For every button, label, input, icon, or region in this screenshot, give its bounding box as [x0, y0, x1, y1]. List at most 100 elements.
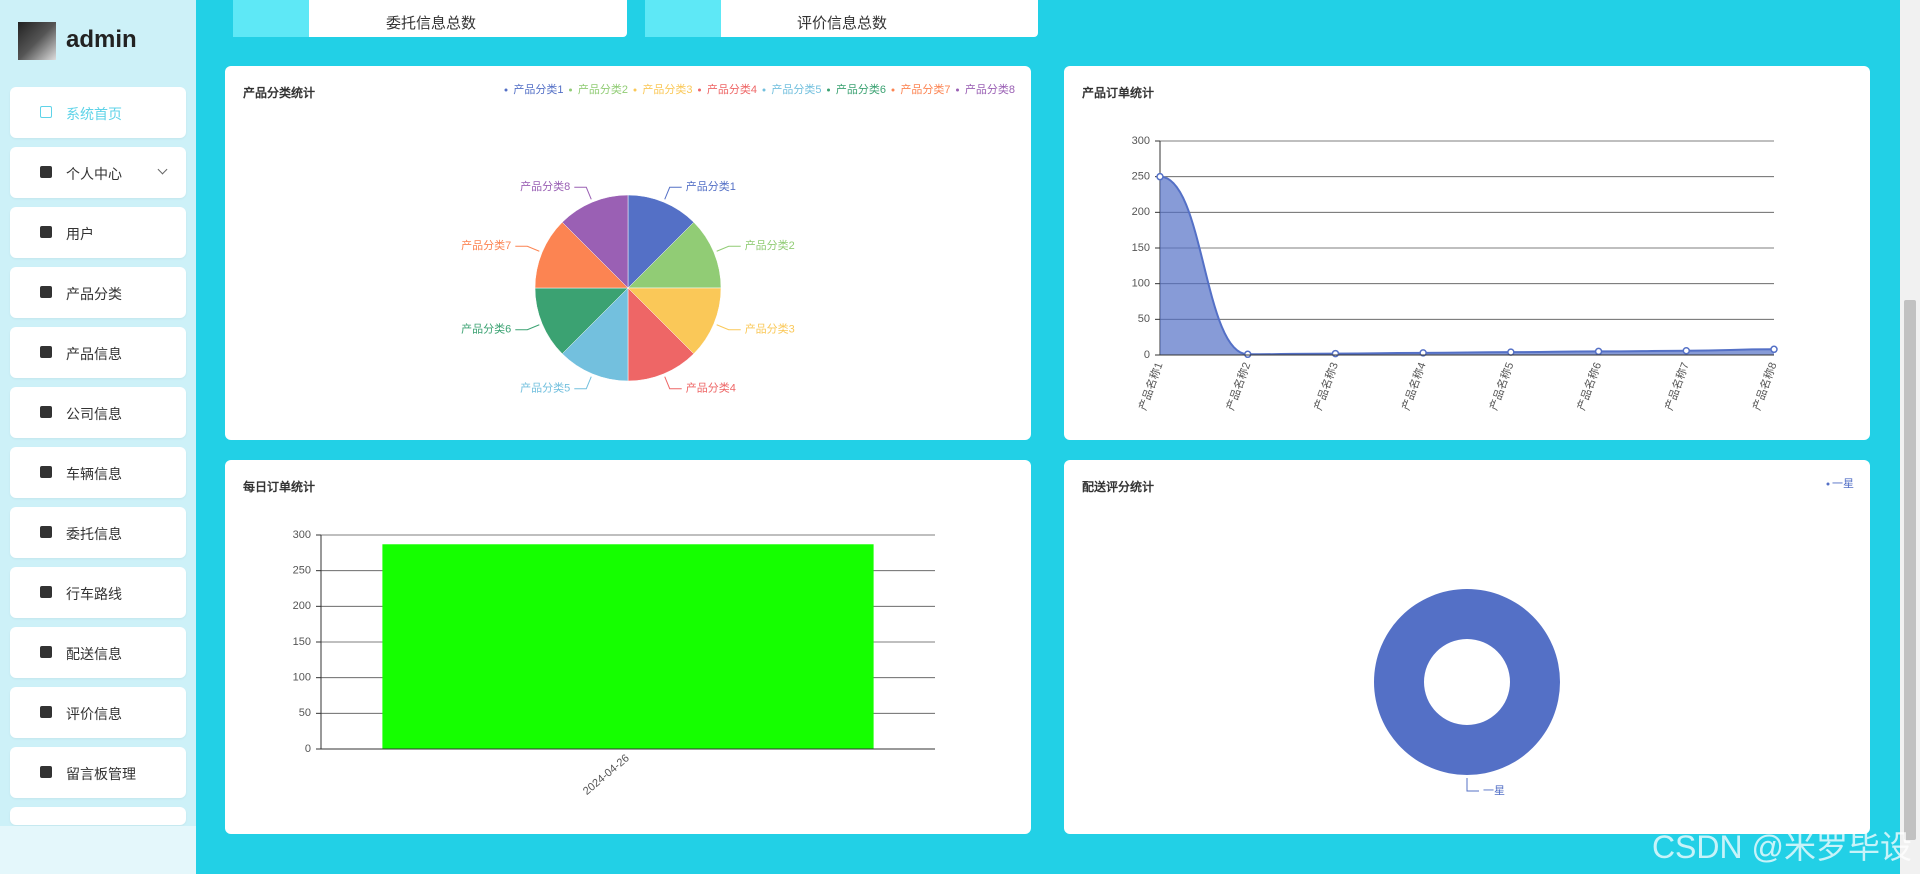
- slice-label: 产品分类3: [745, 322, 795, 336]
- menu-item[interactable]: 留言板管理: [10, 747, 186, 798]
- slice-label: 产品分类5: [520, 381, 570, 395]
- pie-slice: [627, 287, 722, 355]
- slice-label: 产品分类1: [686, 179, 736, 193]
- menu-label: 委托信息: [66, 526, 122, 542]
- menu-item[interactable]: 公司信息: [10, 387, 186, 438]
- sidebar-footer: [0, 826, 196, 874]
- label-line: [716, 324, 741, 331]
- menu-label: 系统首页: [66, 106, 122, 122]
- label-line: [1466, 778, 1479, 792]
- menu-label: 留言板管理: [66, 766, 136, 782]
- menu-icon: [40, 706, 52, 718]
- y-tick-label: 200: [1132, 206, 1150, 218]
- legend-marker: [504, 88, 508, 92]
- menu-item[interactable]: 用户: [10, 207, 186, 258]
- line-path: [1159, 175, 1775, 356]
- pie-slice: [561, 287, 629, 382]
- scrollbar-thumb[interactable]: [1904, 300, 1916, 840]
- line-point: [1419, 349, 1427, 357]
- menu-item[interactable]: [10, 807, 186, 825]
- line-point: [1507, 348, 1515, 356]
- chart-title: 每日订单统计: [243, 479, 315, 494]
- y-tick-label: 300: [1132, 135, 1150, 147]
- menu-label: 公司信息: [66, 406, 122, 422]
- legend-marker: [698, 88, 701, 92]
- legend-label: 产品分类4: [707, 82, 757, 96]
- menu-chevron: [157, 164, 168, 175]
- y-tick-label: 0: [305, 743, 311, 755]
- label-line: [664, 376, 682, 390]
- pie-slice: [627, 221, 722, 289]
- line-area: [1160, 176, 1774, 355]
- legend-marker: [569, 88, 572, 92]
- y-tick-label: 250: [293, 565, 311, 577]
- menu-item[interactable]: 产品分类: [10, 267, 186, 318]
- legend-label: 一星: [1832, 477, 1854, 490]
- menu-icon: [40, 466, 52, 478]
- line-point: [1594, 347, 1603, 356]
- label-line: [574, 376, 592, 390]
- chart-panel: 产品分类统计产品分类1产品分类2产品分类3产品分类4产品分类5产品分类6产品分类…: [225, 66, 1031, 440]
- menu-item[interactable]: 委托信息: [10, 507, 186, 558]
- menu-item[interactable]: 评价信息: [10, 687, 186, 738]
- avatar: [18, 22, 56, 60]
- label-line: [515, 245, 540, 252]
- card-icon: [645, 0, 721, 37]
- menu-icon: [40, 226, 52, 238]
- line-point: [1156, 172, 1164, 181]
- menu-label: 产品信息: [66, 346, 122, 362]
- y-tick-label: 100: [293, 672, 311, 684]
- legend-label: 产品分类6: [836, 82, 886, 96]
- slice-label: 产品分类6: [461, 322, 511, 336]
- menu-label: 行车路线: [66, 586, 122, 602]
- menu-icon: [40, 406, 52, 418]
- pie-slice: [627, 194, 695, 289]
- y-tick-label: 300: [293, 529, 311, 541]
- chart-title: 产品订单统计: [1082, 85, 1154, 100]
- menu-item[interactable]: 系统首页: [10, 87, 186, 138]
- menu-icon: [40, 586, 52, 598]
- stat-card[interactable]: 评价信息总数: [645, 0, 1038, 37]
- menu-label: 个人中心: [66, 166, 122, 182]
- y-tick-label: 250: [1132, 171, 1150, 183]
- menu-icon: [40, 286, 52, 298]
- sidebar: admin 系统首页 个人中心 用户 产品分类 产品信息 公司信息 车辆信息 委托信息 行车路线…: [0, 0, 196, 826]
- menu-item[interactable]: 车辆信息: [10, 447, 186, 498]
- stat-card[interactable]: 委托信息总数: [233, 0, 627, 37]
- legend-label: 产品分类1: [513, 82, 563, 96]
- slice-label: 产品分类8: [520, 179, 570, 193]
- menu-item[interactable]: 行车路线: [10, 567, 186, 618]
- pie-slice: [534, 287, 629, 355]
- menu-item[interactable]: 配送信息: [10, 627, 186, 678]
- legend-marker: [956, 88, 959, 92]
- legend-marker: [1826, 482, 1830, 486]
- y-tick-label: 50: [299, 707, 311, 719]
- y-tick-label: 100: [1132, 278, 1150, 290]
- y-tick-label: 150: [293, 636, 311, 648]
- watermark: CSDN @米罗毕设: [1651, 829, 1912, 865]
- menu-icon: [40, 646, 52, 658]
- label-line: [574, 186, 592, 200]
- menu-icon: [40, 766, 52, 778]
- slice-label: 产品分类2: [745, 238, 795, 252]
- pie-slice: [627, 287, 695, 382]
- pie-slice: [534, 221, 629, 289]
- scrollbar[interactable]: [1900, 0, 1920, 874]
- menu-item[interactable]: 个人中心: [10, 147, 186, 198]
- menu-item[interactable]: 产品信息: [10, 327, 186, 378]
- y-tick-label: 50: [1138, 313, 1150, 325]
- legend-label: 产品分类8: [965, 82, 1015, 96]
- menu-label: 用户: [66, 226, 94, 242]
- legend-marker: [891, 88, 895, 92]
- panel-background: [1064, 460, 1870, 834]
- menu-icon: [40, 346, 52, 358]
- legend-marker: [633, 88, 637, 92]
- line-point: [1770, 345, 1778, 354]
- slice-label: 产品分类4: [686, 381, 736, 395]
- legend-marker: [827, 88, 830, 92]
- label-line: [515, 324, 540, 331]
- y-tick-label: 0: [1144, 349, 1150, 361]
